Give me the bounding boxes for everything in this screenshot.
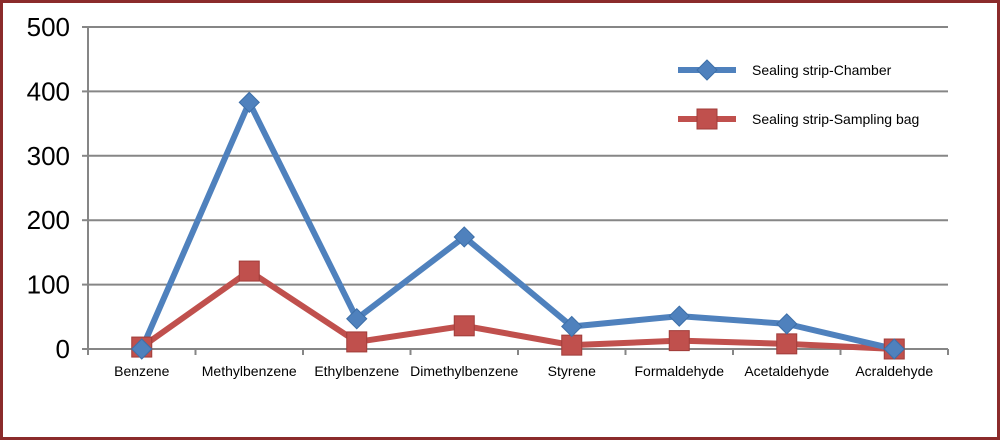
axes [82,26,949,355]
y-tick-label-100: 100 [27,270,70,300]
x-tick-label-benzene: Benzene [114,363,169,379]
series-1-point-5 [668,330,690,352]
series-0-point-0 [131,338,153,360]
legend-label-1: Sealing strip-Sampling bag [752,111,919,127]
y-tick-label-0: 0 [56,334,70,364]
series-1-point-2 [346,331,368,353]
x-tick-label-formaldehyde: Formaldehyde [635,363,725,379]
legend-marker-1 [696,108,718,130]
series-0-point-2 [346,308,368,330]
legend-marker-0 [696,59,718,81]
series-0-point-5 [668,305,690,327]
series-0-point-4 [561,315,583,338]
series-line-1 [140,268,895,352]
x-tick-label-dimethylbenzene: Dimethylbenzene [410,363,518,379]
series-0-point-1 [238,91,260,114]
series-layer [131,91,905,360]
x-tick-label-acraldehyde: Acraldehyde [855,363,933,379]
series-0-point-3 [453,226,475,248]
series-1-point-1 [238,260,260,282]
y-tick-label-300: 300 [27,141,70,171]
series-line-0 [138,99,895,352]
y-tick-label-400: 400 [27,76,70,106]
y-tick-labels: 0 100 200 300 400 500 [27,12,70,364]
x-tick-label-ethylbenzene: Ethylbenzene [314,363,399,379]
legend: Sealing strip-Chamber Sealing strip-Sampl… [678,59,919,130]
series-1-point-6 [776,333,798,355]
x-tick-label-styrene: Styrene [548,363,596,379]
x-tick-labels: Benzene Methylbenzene Ethylbenzene Dimethyl… [114,363,933,379]
y-tick-label-200: 200 [27,205,70,235]
series-1-point-4 [561,334,583,356]
x-tick-label-acetaldehyde: Acetaldehyde [744,363,829,379]
series-0-point-7 [883,338,905,360]
series-0-point-6 [776,313,798,335]
y-tick-label-500: 500 [27,12,70,42]
series-1-point-3 [453,315,475,337]
x-tick-label-methylbenzene: Methylbenzene [202,363,297,379]
legend-label-0: Sealing strip-Chamber [752,62,892,78]
